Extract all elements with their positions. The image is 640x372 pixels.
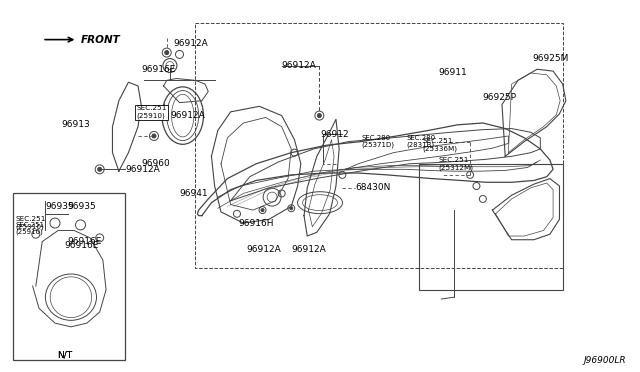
Text: 68430N: 68430N <box>355 183 390 192</box>
Text: SEC.280
(2831B): SEC.280 (2831B) <box>406 135 435 148</box>
Bar <box>419 164 563 290</box>
Circle shape <box>152 134 156 138</box>
Text: SEC.251
(25910): SEC.251 (25910) <box>15 216 45 230</box>
Circle shape <box>161 113 166 118</box>
Text: N/T: N/T <box>57 350 72 359</box>
Text: 96935: 96935 <box>45 202 74 211</box>
Text: 96912A: 96912A <box>125 165 160 174</box>
Circle shape <box>290 207 292 210</box>
Circle shape <box>261 209 264 212</box>
Text: 96912: 96912 <box>320 129 349 139</box>
Text: 96925M: 96925M <box>532 54 568 62</box>
Text: 96912A: 96912A <box>291 244 326 253</box>
Text: 96912A: 96912A <box>173 39 208 48</box>
Text: 96913: 96913 <box>61 121 90 129</box>
Bar <box>195 23 563 267</box>
Text: 96935: 96935 <box>68 202 97 211</box>
Text: 96941: 96941 <box>179 189 208 198</box>
Text: FRONT: FRONT <box>81 35 120 45</box>
Text: 96912A: 96912A <box>246 244 282 253</box>
Bar <box>13 193 125 360</box>
Text: SEC.251
(25336M): SEC.251 (25336M) <box>422 138 457 152</box>
Text: J96900LR: J96900LR <box>584 356 627 365</box>
Text: 96912A: 96912A <box>282 61 316 70</box>
Circle shape <box>164 51 169 55</box>
Text: 96912A: 96912A <box>170 111 205 120</box>
Text: 96916E: 96916E <box>65 241 99 250</box>
Text: N/T: N/T <box>57 350 72 359</box>
Text: 96916H: 96916H <box>238 219 274 228</box>
Text: 96925P: 96925P <box>483 93 517 102</box>
Text: 96916E: 96916E <box>68 237 102 246</box>
Text: SEC.251
(25910): SEC.251 (25910) <box>136 105 166 119</box>
Circle shape <box>317 113 321 118</box>
Text: SEC.251
(25312M): SEC.251 (25312M) <box>438 157 473 170</box>
Text: SEC.251
(25910): SEC.251 (25910) <box>15 222 44 235</box>
Text: 96916E: 96916E <box>141 65 175 74</box>
Text: SEC.280
(25371D): SEC.280 (25371D) <box>362 135 394 148</box>
Text: 96960: 96960 <box>141 159 170 168</box>
Text: 96911: 96911 <box>438 68 467 77</box>
Circle shape <box>98 167 102 171</box>
